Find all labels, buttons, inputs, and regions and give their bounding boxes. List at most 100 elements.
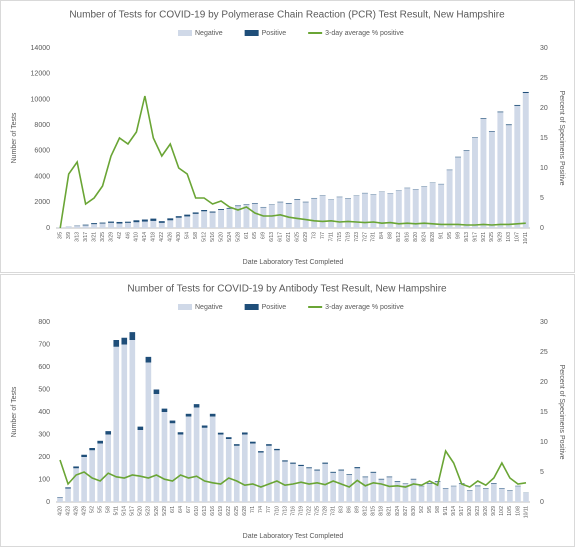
- y2-tick-label: 5: [540, 195, 544, 202]
- bar-positive: [251, 202, 258, 204]
- bar-negative: [394, 481, 401, 502]
- x-tick-label: 7/13: [282, 506, 288, 516]
- bar-negative: [514, 105, 521, 228]
- x-tick-label: 3/25: [100, 232, 106, 242]
- x-tick-label: 9/14: [451, 506, 457, 516]
- bar-positive: [354, 467, 361, 469]
- y2-tick-label: 0: [540, 499, 544, 506]
- bar-negative: [105, 434, 112, 502]
- x-tick-label: 5/29: [162, 506, 168, 516]
- x-tick-label: 4/26: [73, 506, 79, 516]
- bar-negative: [285, 203, 292, 228]
- x-tick-label: 8/28: [430, 232, 436, 242]
- x-tick-label: 8/4: [379, 232, 385, 239]
- x-tick-label: 6/28: [242, 506, 248, 516]
- x-tick-label: 6/19: [218, 506, 224, 516]
- x-tick-label: 6/1: [244, 232, 250, 239]
- bar-positive: [322, 462, 328, 464]
- bar-positive: [480, 118, 487, 119]
- bar-positive: [99, 222, 106, 224]
- bar-positive: [65, 487, 71, 489]
- line-series: [59, 449, 527, 488]
- bar-negative: [124, 222, 131, 228]
- x-tick-label: 5/23: [146, 506, 152, 516]
- x-tick-label: 8/24: [395, 506, 401, 516]
- bar-negative: [378, 479, 385, 502]
- bar-positive: [116, 221, 123, 224]
- bar-positive: [426, 483, 433, 484]
- bar-negative: [251, 203, 258, 228]
- x-axis-title: Date Laboratory Test Completed: [243, 259, 344, 266]
- y2-tick-label: 10: [540, 165, 548, 172]
- bar-negative: [218, 210, 225, 228]
- bar-positive: [235, 205, 241, 207]
- x-tick-label: 7/23: [354, 232, 360, 242]
- x-tick-label: 7/28: [322, 506, 328, 516]
- x-tick-label: 5/17: [130, 506, 136, 516]
- bar-negative: [133, 222, 140, 228]
- bar-negative: [150, 220, 157, 228]
- y-tick-label: 4000: [34, 173, 50, 180]
- y-axis-title: Number of Tests: [11, 112, 18, 163]
- legend-label: 3-day average % positive: [325, 304, 404, 311]
- bar-negative: [225, 439, 232, 502]
- bar-negative: [243, 204, 250, 228]
- x-tick-label: 5/8: [106, 506, 112, 513]
- bar-negative: [319, 195, 326, 228]
- bar-negative: [266, 445, 272, 502]
- bar-positive: [306, 467, 312, 469]
- bar-positive: [153, 389, 160, 394]
- bar-positive: [192, 212, 199, 214]
- y2-tick-label: 20: [540, 105, 548, 112]
- bar-positive: [145, 356, 152, 363]
- bar-positive: [241, 432, 248, 435]
- y-tick-label: 800: [38, 319, 50, 326]
- bar-negative: [395, 190, 402, 228]
- bar-positive: [209, 413, 216, 417]
- bar-positive: [185, 413, 192, 417]
- y-tick-label: 100: [38, 476, 50, 483]
- bar-positive: [184, 214, 191, 217]
- x-tick-label: 6/29: [303, 232, 309, 242]
- bar-positive: [394, 481, 401, 482]
- bar-positive: [474, 485, 481, 487]
- x-tick-label: 10/11: [523, 506, 529, 518]
- bar-negative: [184, 216, 191, 228]
- bar-positive: [294, 199, 301, 200]
- x-tick-label: 8/16: [405, 232, 411, 242]
- x-tick-label: 9/13: [464, 232, 470, 242]
- x-tick-label: 9/9: [455, 232, 461, 239]
- bar-positive: [491, 483, 497, 484]
- x-tick-label: 5/4: [185, 232, 191, 239]
- x-tick-label: 5/26: [154, 506, 160, 516]
- bar-negative: [97, 443, 103, 502]
- x-tick-label: 9/1: [438, 232, 444, 239]
- x-tick-label: 4/20: [57, 506, 63, 516]
- bar-positive: [167, 218, 174, 221]
- bar-negative: [336, 197, 343, 228]
- legend-swatch: [178, 304, 192, 310]
- bar-negative: [235, 206, 241, 228]
- x-tick-label: 5/28: [235, 232, 241, 242]
- bar-positive: [298, 464, 304, 466]
- bar-negative: [233, 445, 240, 502]
- y-tick-label: 2000: [34, 199, 50, 206]
- bar-positive: [362, 476, 369, 478]
- bar-positive: [89, 448, 95, 451]
- x-tick-label: 8/18: [379, 506, 385, 516]
- x-tick-label: 6/7: [186, 506, 192, 513]
- x-tick-label: 9/5: [427, 506, 433, 513]
- bar-positive: [97, 440, 103, 444]
- x-tick-label: 6/17: [278, 232, 284, 242]
- x-tick-label: 9/23: [475, 506, 481, 516]
- bar-positive: [105, 431, 112, 435]
- bar-negative: [330, 472, 336, 502]
- bar-negative: [209, 416, 216, 502]
- bar-negative: [474, 486, 481, 502]
- chart-title: Number of Tests for COVID-19 by Antibody…: [127, 284, 447, 295]
- bar-negative: [450, 486, 457, 502]
- bar-positive: [108, 221, 114, 223]
- bar-negative: [446, 170, 453, 228]
- bar-negative: [404, 188, 411, 228]
